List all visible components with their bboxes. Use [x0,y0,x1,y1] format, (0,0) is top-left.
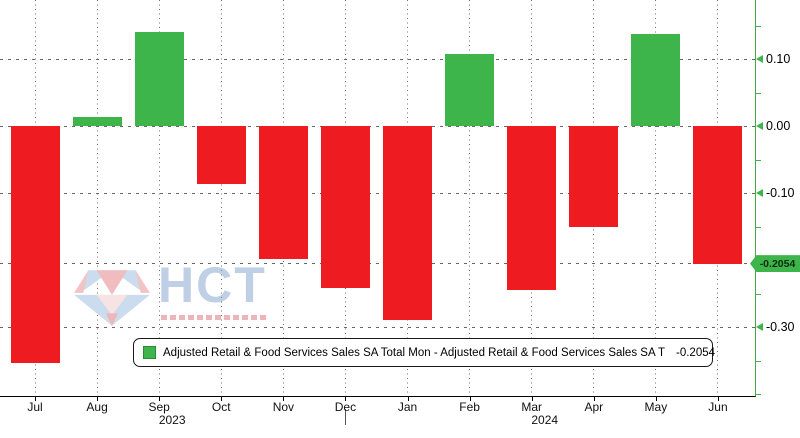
x-tick-oct [221,397,223,401]
x-tick-may [655,397,657,401]
plot-area [0,0,756,397]
legend-value: -0.2054 [676,346,716,359]
month-label-jun: Jun [708,400,728,414]
bar-nov [258,126,308,259]
x-tick-apr [593,397,595,401]
legend-label: Adjusted Retail & Food Services Sales SA… [163,346,665,359]
last-value-line [0,263,755,265]
y-axis-label-0.10: 0.10 [766,52,791,66]
month-label-aug: Aug [86,400,108,414]
month-label-jul: Jul [27,400,43,414]
last-value-badge: -0.2054 [750,255,800,273]
month-label-nov: Nov [272,400,295,414]
y-axis-label-0.00: 0.00 [766,119,791,133]
x-tick-sep [159,397,161,401]
horizontal-gridline--0.30 [0,326,755,328]
x-tick-aug [97,397,99,401]
x-tick-dec [345,397,347,401]
y-major-tick--0.30 [756,323,763,331]
y-minor-tick [756,293,761,295]
y-axis-label--0.30: -0.30 [766,320,795,334]
vertical-gridline-may [655,0,657,395]
month-label-apr: Apr [584,400,604,414]
month-label-dec: Dec [334,400,357,414]
month-label-oct: Oct [211,400,231,414]
y-minor-tick [756,394,761,395]
y-minor-tick [756,159,761,161]
bar-aug [72,116,122,126]
bar-dec [320,126,370,289]
y-minor-tick [756,25,761,27]
bar-may [631,33,681,126]
x-tick-jul [35,397,36,401]
bar-sep [134,32,184,126]
vertical-gridline-aug [96,0,98,395]
year-label-2024: 2024 [531,413,559,427]
legend-box[interactable]: Adjusted Retail & Food Services Sales SA… [133,338,716,367]
y-axis-label--0.10: -0.10 [766,186,795,200]
vertical-gridline-sep [158,0,160,395]
vertical-gridline-feb [469,0,471,395]
month-label-jan: Jan [397,400,418,414]
month-label-mar: Mar [521,400,543,414]
bar-mar [507,126,557,291]
year-separator [345,409,346,425]
y-major-tick-0.10 [756,55,763,63]
x-tick-jan [407,397,409,401]
bar-jun [693,126,743,264]
x-tick-feb [469,397,471,401]
horizontal-gridline--0.10 [0,192,755,194]
x-tick-jun [717,397,719,401]
bar-jan [383,126,433,320]
x-tick-mar [531,397,533,401]
x-tick-nov [283,397,285,401]
bar-apr [569,126,619,227]
bar-oct [196,126,246,184]
legend-swatch [143,346,156,359]
month-label-may: May [644,400,668,414]
horizontal-gridline-0.10 [0,58,755,60]
y-minor-tick [756,92,761,94]
y-major-tick-0.00 [756,122,763,130]
bar-feb [445,54,495,126]
y-minor-tick [756,226,761,228]
month-label-feb: Feb [459,400,480,414]
horizontal-gridline-0.00 [0,125,755,127]
year-label-2023: 2023 [158,413,186,427]
month-label-sep: Sep [148,400,170,414]
y-major-tick--0.10 [756,189,763,197]
y-minor-tick [756,360,761,362]
bar-jul [10,126,60,363]
vertical-gridline-oct [220,0,222,395]
